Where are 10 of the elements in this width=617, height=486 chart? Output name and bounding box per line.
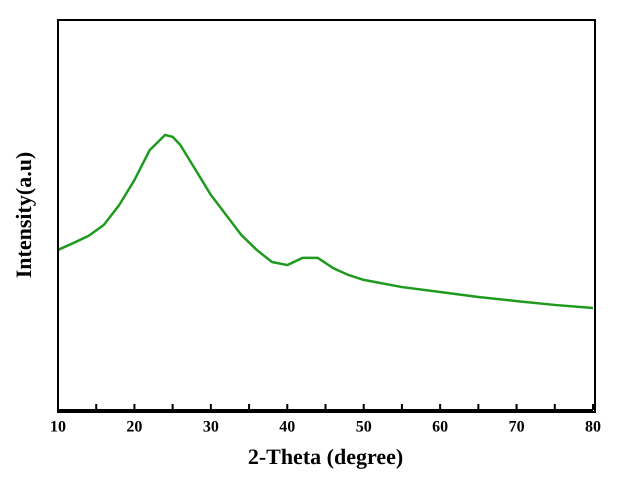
y-axis-title: Intensity(a.u) [11,152,37,278]
x-tick-label: 40 [279,418,296,436]
x-tick-label: 20 [126,418,142,436]
x-tick-label: 80 [585,418,601,436]
x-tick-label: 10 [50,418,66,436]
x-tick-label: 30 [202,418,219,436]
x-axis-title: 2-Theta (degree) [248,444,404,469]
x-tick-label: 50 [356,418,372,436]
x-tick-label: 60 [432,418,448,436]
x-tick-label: 70 [508,418,525,436]
